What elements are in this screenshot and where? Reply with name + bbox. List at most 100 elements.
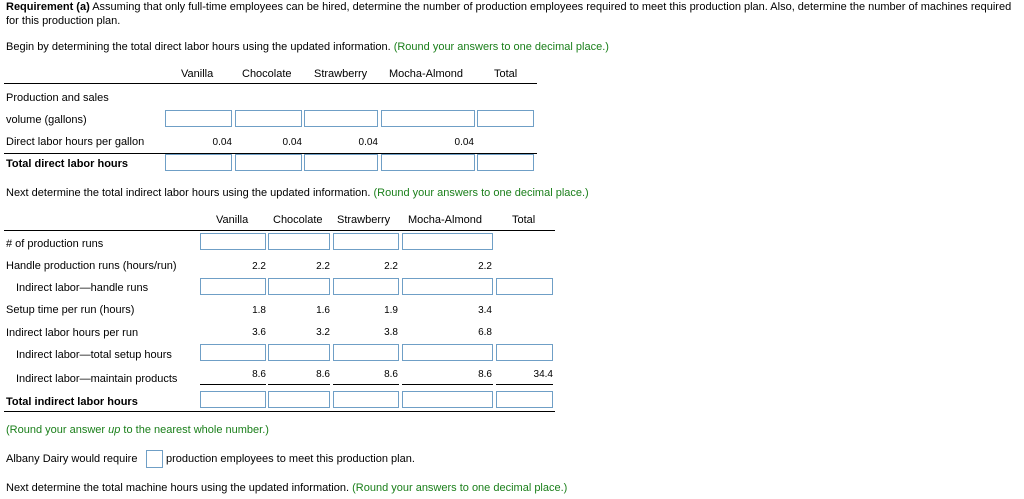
s2-il-handle-mocha-input[interactable] (402, 278, 493, 295)
s2-runs-mocha-input[interactable] (402, 233, 493, 250)
s1-row-production-label-2: volume (gallons) (6, 114, 87, 126)
section1-round-note: (Round your answers to one decimal place… (393, 41, 609, 53)
section4-round-note: (Round your answers to one decimal place… (352, 482, 568, 494)
s2-maintain-rule-chocolate (268, 384, 330, 385)
s2-handle-chocolate: 2.2 (316, 261, 330, 272)
requirement-text: Requirement (a) Assuming that only full-… (6, 0, 1018, 28)
s2-total-strawberry-input[interactable] (333, 391, 399, 408)
s2-total-vanilla-input[interactable] (200, 391, 266, 408)
section2-instruction-text: Next determine the total indirect labor … (6, 187, 371, 199)
s1-row-production-label-1: Production and sales (6, 92, 109, 104)
s2-maintain-rule-strawberry (333, 384, 399, 385)
s2-il-setup-strawberry-input[interactable] (333, 344, 399, 361)
s1-total-rule (4, 153, 537, 154)
s1-dlh-mocha: 0.04 (454, 137, 474, 148)
s2-maintain-strawberry: 8.6 (384, 369, 398, 380)
s2-runs-chocolate-input[interactable] (268, 233, 330, 250)
s1-row-dlh-label: Direct labor hours per gallon (6, 136, 145, 148)
section4-instruction: Next determine the total machine hours u… (6, 482, 567, 494)
s2-maintain-vanilla: 8.6 (252, 369, 266, 380)
s1-header-rule (4, 83, 537, 84)
s2-il-setup-vanilla-input[interactable] (200, 344, 266, 361)
s1-production-mocha-input[interactable] (381, 110, 475, 127)
s2-il-setup-total-input[interactable] (496, 344, 553, 361)
s2-maintain-rule-mocha (402, 384, 493, 385)
section3-note-italic: up (108, 424, 121, 436)
s1-dlh-strawberry: 0.04 (358, 137, 378, 148)
s2-total-total-input[interactable] (496, 391, 553, 408)
section3-note-suffix: to the nearest whole number.) (120, 424, 269, 436)
s2-ilh-per-run-chocolate: 3.2 (316, 327, 330, 338)
s2-ilh-per-run-mocha: 6.8 (478, 327, 492, 338)
s1-row-total-label: Total direct labor hours (6, 158, 129, 170)
s1-production-vanilla-input[interactable] (165, 110, 232, 127)
s2-row-runs-label: # of production runs (6, 238, 104, 250)
section2-round-note: (Round your answers to one decimal place… (373, 187, 589, 199)
s2-header-rule (4, 230, 555, 231)
requirement-body: Assuming that only full-time employees c… (6, 1, 1012, 27)
s1-production-strawberry-input[interactable] (304, 110, 378, 127)
s2-row-ilh-per-run-label: Indirect labor hours per run (6, 327, 139, 339)
section3-sentence-before: Albany Dairy would require (6, 453, 138, 465)
section1-instruction-text: Begin by determining the total direct la… (6, 41, 391, 53)
s2-runs-strawberry-input[interactable] (333, 233, 399, 250)
s2-il-setup-chocolate-input[interactable] (268, 344, 330, 361)
s1-dlh-chocolate: 0.04 (282, 137, 302, 148)
s2-il-handle-total-input[interactable] (496, 278, 553, 295)
s2-maintain-total: 34.4 (533, 369, 553, 380)
s2-bottom-rule (4, 411, 555, 412)
s2-setup-strawberry: 1.9 (384, 305, 398, 316)
s2-ilh-per-run-strawberry: 3.8 (384, 327, 398, 338)
s2-col-strawberry: Strawberry (337, 214, 391, 226)
s2-handle-vanilla: 2.2 (252, 261, 266, 272)
s1-col-strawberry: Strawberry (314, 68, 368, 80)
s2-col-vanilla: Vanilla (216, 214, 249, 226)
requirement-label: Requirement (a) (6, 1, 90, 13)
s1-total-chocolate-input[interactable] (235, 154, 302, 171)
s1-total-mocha-input[interactable] (381, 154, 475, 171)
s2-ilh-per-run-vanilla: 3.6 (252, 327, 266, 338)
s2-row-il-setup-label: Indirect labor—total setup hours (16, 349, 172, 361)
s1-col-total: Total (494, 68, 518, 80)
s1-dlh-vanilla: 0.04 (212, 137, 232, 148)
s1-total-vanilla-input[interactable] (165, 154, 232, 171)
s2-total-chocolate-input[interactable] (268, 391, 330, 408)
section3-round-note: (Round your answer up to the nearest who… (6, 424, 269, 436)
s2-col-total: Total (512, 214, 536, 226)
s2-maintain-rule-vanilla (200, 384, 266, 385)
s2-handle-strawberry: 2.2 (384, 261, 398, 272)
s1-col-vanilla: Vanilla (181, 68, 214, 80)
s2-il-handle-vanilla-input[interactable] (200, 278, 266, 295)
s2-total-mocha-input[interactable] (402, 391, 493, 408)
s2-il-handle-chocolate-input[interactable] (268, 278, 330, 295)
section4-instruction-text: Next determine the total machine hours u… (6, 482, 350, 494)
s2-maintain-chocolate: 8.6 (316, 369, 330, 380)
s1-production-chocolate-input[interactable] (235, 110, 302, 127)
section1-instruction: Begin by determining the total direct la… (6, 41, 609, 53)
s2-col-mocha-almond: Mocha-Almond (408, 214, 482, 226)
s2-il-setup-mocha-input[interactable] (402, 344, 493, 361)
s1-col-chocolate: Chocolate (242, 68, 292, 80)
s2-handle-mocha: 2.2 (478, 261, 492, 272)
s1-production-total-input[interactable] (477, 110, 534, 127)
s1-total-strawberry-input[interactable] (304, 154, 378, 171)
section3-sentence-after: production employees to meet this produc… (166, 453, 415, 465)
section2-instruction: Next determine the total indirect labor … (6, 187, 589, 199)
s1-total-total-input[interactable] (477, 154, 534, 171)
s2-maintain-rule-total (496, 384, 553, 385)
production-employees-input[interactable] (146, 450, 163, 468)
s2-row-setup-label: Setup time per run (hours) (6, 304, 135, 316)
s2-row-il-maintain-label: Indirect labor—maintain products (16, 373, 178, 385)
s2-il-handle-strawberry-input[interactable] (333, 278, 399, 295)
s2-row-il-handle-label: Indirect labor—handle runs (16, 282, 149, 294)
s2-row-total-label: Total indirect labor hours (6, 396, 138, 408)
section3-note-prefix: (Round your answer (6, 424, 109, 436)
s2-setup-vanilla: 1.8 (252, 305, 266, 316)
s2-col-chocolate: Chocolate (273, 214, 323, 226)
s1-col-mocha-almond: Mocha-Almond (389, 68, 463, 80)
s2-setup-chocolate: 1.6 (316, 305, 330, 316)
s2-maintain-mocha: 8.6 (478, 369, 492, 380)
s2-setup-mocha: 3.4 (478, 305, 492, 316)
s2-runs-vanilla-input[interactable] (200, 233, 266, 250)
s2-row-handle-label: Handle production runs (hours/run) (6, 260, 177, 272)
